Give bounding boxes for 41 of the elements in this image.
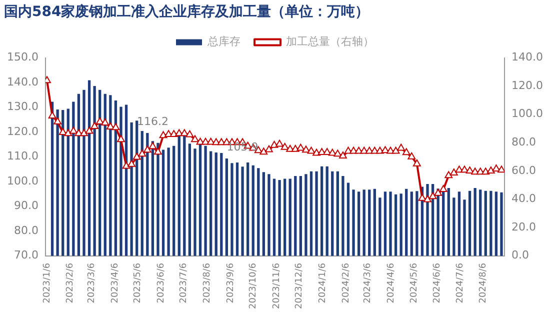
y-tick-label: 80.0 [14, 224, 38, 237]
x-tick-label: 2024/5/6 [409, 262, 420, 304]
y2-tick-label: 100.0 [512, 107, 544, 120]
x-tick-label: 2023/6/6 [156, 262, 166, 304]
x-tick-label: 2023/3/6 [86, 262, 97, 304]
x-tick-label: 2023/12/6 [294, 262, 305, 310]
x-tick-label: 2023/2/6 [66, 262, 76, 304]
data-label: 116.2 [136, 114, 168, 128]
legend-label: 总库存 [206, 35, 240, 48]
y-tick-label: 150.0 [6, 50, 38, 64]
x-tick-label: 2024/6/6 [432, 262, 443, 304]
x-tick-label: 2024/7/6 [455, 262, 466, 304]
y-tick-label: 130.0 [6, 100, 38, 114]
x-tick-label: 2024/8/6 [478, 262, 489, 304]
y-tick-label: 120.0 [6, 124, 38, 138]
x-tick-label: 2023/8/6 [202, 262, 212, 304]
x-tick-label: 2024/3/6 [363, 262, 374, 304]
x-tick-label: 2023/5/6 [132, 262, 143, 304]
y-tick-label: 110.0 [6, 150, 38, 163]
y-tick-label: 140.0 [6, 75, 38, 88]
y2-tick-label: 40.0 [512, 192, 536, 206]
legend-label: 加工总量（右轴） [286, 35, 374, 48]
x-tick-label: 2024/4/6 [386, 262, 397, 304]
y2-tick-label: 80.0 [512, 136, 536, 149]
y2-tick-label: 20.0 [512, 220, 536, 234]
x-tick-label: 2023/11/6 [272, 262, 282, 310]
x-tick-label: 2024/2/6 [341, 262, 352, 304]
x-tick-label: 2023/7/6 [178, 262, 189, 304]
y2-tick-label: 60.0 [512, 164, 536, 177]
y2-tick-label: 140.0 [512, 50, 544, 64]
y-tick-label: 90.0 [14, 199, 38, 212]
x-tick-label: 2023/10/6 [248, 262, 258, 310]
chart-title: 国内584家废钢加工准入企业库存及加工量（单位：万吨） [4, 3, 370, 20]
x-tick-label: 2023/1/6 [42, 262, 52, 304]
y2-tick-label: 120.0 [512, 78, 544, 92]
y2-tick-label: 0.0 [512, 248, 530, 262]
y-tick-label: 70.0 [14, 248, 38, 262]
y-tick-label: 100.0 [6, 174, 38, 188]
x-tick-label: 2023/4/6 [110, 262, 120, 304]
x-tick-label: 2024/1/6 [318, 262, 328, 304]
x-tick-label: 2023/9/6 [226, 262, 236, 304]
